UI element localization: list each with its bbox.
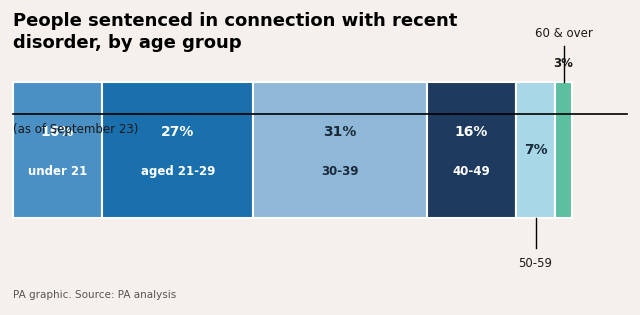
Text: 7%: 7%: [524, 143, 547, 157]
Text: 3%: 3%: [554, 57, 573, 70]
Text: 40-49: 40-49: [452, 165, 490, 178]
Text: 16%: 16%: [41, 125, 74, 139]
Text: (as of September 23): (as of September 23): [13, 123, 138, 136]
Text: aged 21-29: aged 21-29: [141, 165, 215, 178]
Text: 50-59: 50-59: [518, 257, 552, 270]
Bar: [253, 82, 426, 218]
Bar: [102, 82, 253, 218]
Text: under 21: under 21: [28, 165, 87, 178]
Bar: [13, 82, 102, 218]
Text: 31%: 31%: [323, 125, 356, 139]
Bar: [516, 82, 555, 218]
Text: 60 & over: 60 & over: [534, 26, 593, 40]
Text: People sentenced in connection with recent
disorder, by age group: People sentenced in connection with rece…: [13, 12, 457, 52]
Text: 27%: 27%: [161, 125, 195, 139]
Bar: [426, 82, 516, 218]
Text: PA graphic. Source: PA analysis: PA graphic. Source: PA analysis: [13, 289, 176, 300]
Text: 30-39: 30-39: [321, 165, 358, 178]
Bar: [555, 82, 572, 218]
Text: 16%: 16%: [454, 125, 488, 139]
